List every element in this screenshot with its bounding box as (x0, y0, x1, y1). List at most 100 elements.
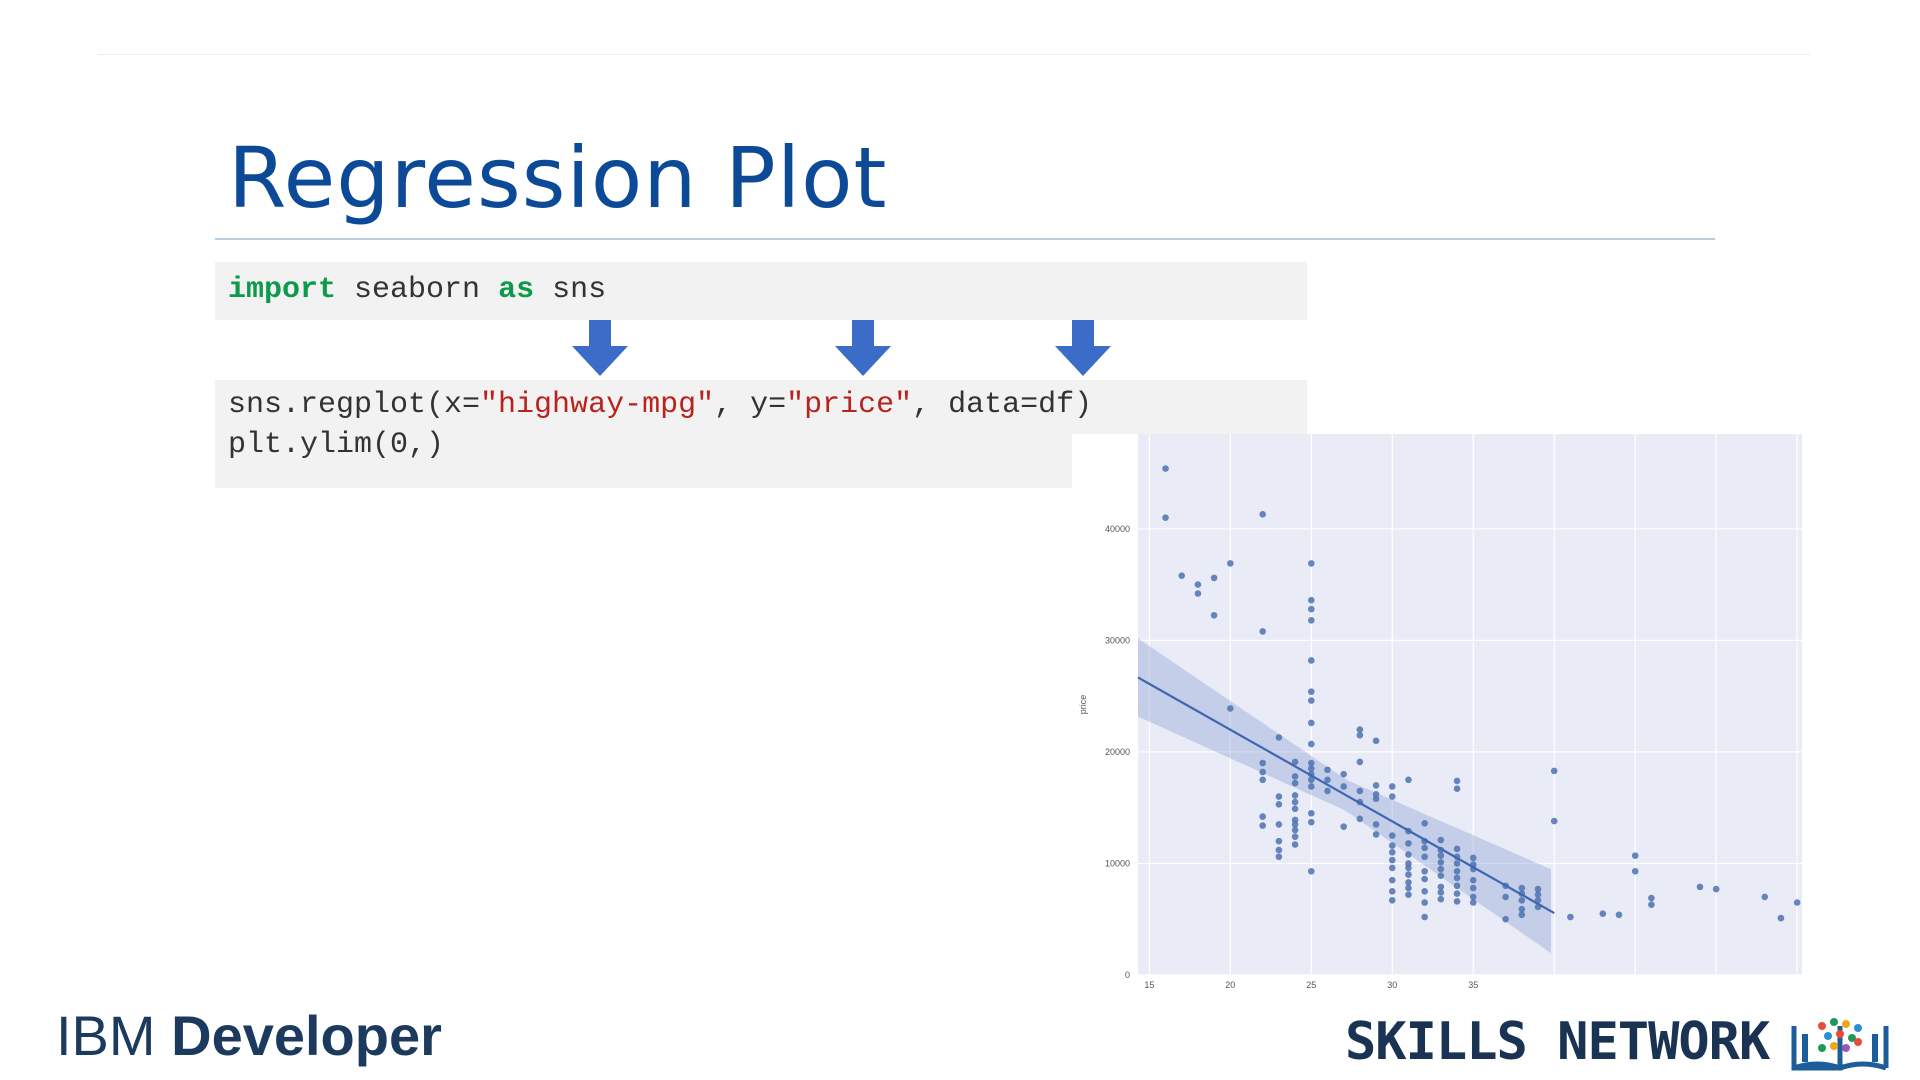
scatter-point (1291, 779, 1299, 787)
scatter-point (1469, 893, 1477, 901)
slide-title: Regression Plot (228, 129, 888, 227)
regression-chart: 0 10000 20000 30000 40000 15 20 25 30 35 price (1072, 434, 1812, 994)
x-tick-label: 15 (1144, 980, 1154, 990)
scatter-point (1648, 894, 1655, 902)
scatter-point (1405, 891, 1412, 898)
scatter-point (1502, 893, 1509, 901)
scatter-point (1178, 572, 1186, 579)
scatter-point (1405, 884, 1412, 892)
scatter-point (1307, 657, 1315, 664)
scatter-point (1421, 888, 1428, 895)
scatter-point (1372, 782, 1380, 789)
scatter-point (1388, 848, 1396, 856)
scatter-point (1437, 859, 1445, 866)
scatter-point (1437, 865, 1445, 873)
scatter-point (1469, 884, 1477, 892)
y-axis-label: price (1078, 695, 1088, 715)
scatter-point (1388, 876, 1396, 884)
scatter-point (1307, 697, 1315, 704)
scatter-point (1437, 883, 1445, 891)
scatter-point (1356, 787, 1364, 795)
scatter-point (1388, 856, 1396, 864)
scatter-point (1453, 898, 1461, 905)
y-argument-string: "price" (786, 388, 913, 422)
scatter-point (1405, 864, 1412, 872)
scatter-point (1469, 876, 1477, 884)
scatter-point (1421, 913, 1428, 921)
scatter-point (1307, 759, 1315, 767)
scatter-point (1307, 783, 1315, 790)
scatter-point (1615, 911, 1623, 919)
scatter-point (1324, 766, 1331, 774)
scatter-point (1372, 737, 1380, 745)
skills-network-wordmark: SKILLS NETWORK (1345, 1012, 1770, 1072)
scatter-point (1405, 776, 1412, 784)
scatter-point (1259, 628, 1267, 635)
scatter-point (1453, 845, 1461, 853)
chart-svg: 0 10000 20000 30000 40000 15 20 25 30 35 price (1078, 434, 1802, 990)
scatter-point (1307, 765, 1315, 772)
y-tick-label: 30000 (1105, 635, 1130, 645)
scatter-point (1307, 809, 1315, 817)
scatter-point (1437, 872, 1445, 880)
scatter-point (1259, 822, 1267, 829)
scatter-point (1307, 596, 1315, 604)
ibm-text: IBM (56, 1004, 172, 1067)
scatter-point (1453, 882, 1461, 890)
y-tick-label: 40000 (1105, 524, 1130, 534)
scatter-point (1259, 511, 1267, 518)
scatter-point (1162, 465, 1169, 472)
scatter-point (1307, 560, 1315, 567)
scatter-point (1210, 611, 1218, 619)
scatter-point (1307, 818, 1315, 826)
code-line-regplot: sns.regplot(x="highway-mpg", y="price", … (228, 385, 1307, 425)
scatter-point (1307, 719, 1315, 727)
scatter-point (1534, 885, 1542, 893)
y-tick-label: 20000 (1105, 747, 1130, 757)
scatter-point (1761, 893, 1769, 901)
scatter-point (1599, 910, 1607, 917)
scatter-point (1340, 783, 1347, 790)
x-argument-string: "highway-mpg" (480, 388, 715, 422)
scatter-point (1388, 793, 1396, 800)
y-separator: , y= (714, 388, 787, 422)
title-divider (215, 238, 1715, 240)
x-tick-label: 25 (1306, 980, 1316, 990)
scatter-point (1793, 899, 1801, 906)
x-tick-label: 30 (1387, 980, 1397, 990)
scatter-point (1631, 867, 1639, 875)
import-keyword: import (228, 273, 337, 307)
scatter-point (1275, 853, 1283, 861)
scatter-point (1372, 831, 1380, 838)
scatter-point (1307, 867, 1315, 875)
developer-text: Developer (171, 1004, 442, 1067)
scatter-point (1259, 768, 1267, 776)
scatter-point (1421, 844, 1428, 852)
scatter-point (1340, 770, 1347, 778)
scatter-point (1227, 705, 1234, 712)
as-keyword: as (498, 273, 535, 307)
scatter-point (1275, 837, 1283, 845)
scatter-point (1388, 842, 1396, 849)
scatter-point (1421, 819, 1428, 827)
scatter-point (1275, 793, 1283, 800)
scatter-point (1194, 590, 1202, 597)
scatter-point (1291, 841, 1299, 848)
scatter-point (1469, 899, 1477, 906)
y-tick-label: 10000 (1105, 858, 1130, 868)
scatter-point (1275, 846, 1283, 854)
scatter-point (1307, 776, 1315, 784)
scatter-point (1405, 840, 1412, 847)
scatter-point (1437, 836, 1445, 844)
y-tick-label: 0 (1125, 970, 1130, 980)
import-code-block: import seaborn as sns (215, 262, 1307, 320)
scatter-point (1356, 815, 1364, 823)
plot-area (1138, 434, 1802, 975)
arrow-down-icon (1055, 320, 1111, 376)
scatter-point (1534, 891, 1542, 898)
scatter-point (1291, 833, 1299, 840)
scatter-point (1648, 901, 1655, 909)
scatter-point (1340, 823, 1347, 830)
scatter-point (1372, 821, 1380, 828)
scatter-point (1421, 875, 1428, 883)
